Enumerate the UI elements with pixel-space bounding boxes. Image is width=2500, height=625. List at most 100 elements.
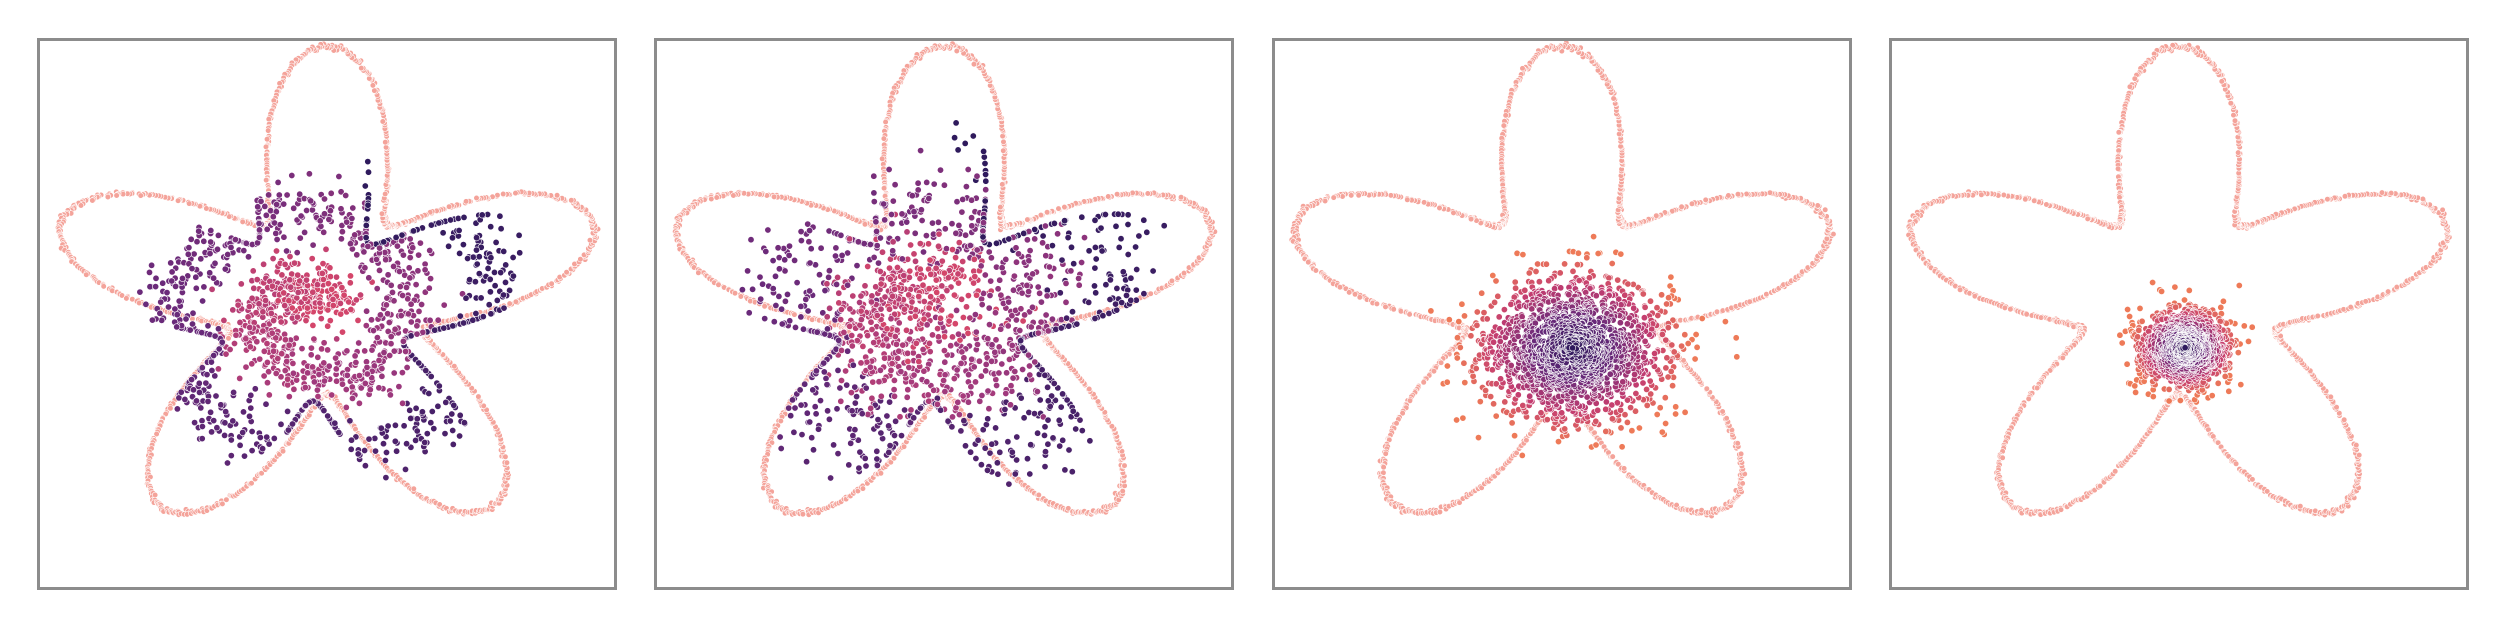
cloud-point <box>199 297 207 305</box>
cloud-point <box>1002 255 1010 263</box>
cloud-point <box>376 311 384 319</box>
cloud-point <box>378 372 386 380</box>
cloud-point <box>427 275 435 283</box>
cloud-point <box>230 388 238 396</box>
cloud-point <box>475 253 483 261</box>
cloud-point <box>873 227 881 235</box>
cloud-point <box>940 333 948 341</box>
boundary-point <box>861 221 869 228</box>
cloud-point <box>198 417 206 425</box>
cloud-point <box>309 363 317 371</box>
cloud-point <box>425 389 433 397</box>
cloud-point <box>1105 309 1113 317</box>
cloud-point <box>1070 260 1078 268</box>
cloud-point <box>1124 221 1132 229</box>
cloud-point <box>914 186 922 194</box>
cloud-point <box>928 219 936 227</box>
cloud-point <box>427 372 435 380</box>
boundary-point <box>264 136 271 143</box>
cloud-point <box>1012 244 1020 252</box>
cloud-point <box>1001 405 1009 413</box>
cloud-point <box>287 283 295 291</box>
cloud-point <box>842 367 850 375</box>
cloud-point <box>414 267 422 275</box>
cloud-point <box>281 260 289 268</box>
cloud-point <box>173 323 181 331</box>
cloud-point <box>262 400 270 408</box>
cloud-point <box>318 345 326 353</box>
cloud-point <box>1140 216 1148 224</box>
cloud-point <box>399 399 407 407</box>
cloud-point <box>982 186 990 194</box>
cloud-point <box>387 281 395 289</box>
cloud-point <box>441 430 449 438</box>
boundary-point <box>371 87 378 94</box>
boundary-point <box>512 298 520 305</box>
cloud-point <box>930 180 938 188</box>
cloud-point <box>204 322 212 330</box>
plot-area-2 <box>672 41 1218 518</box>
cloud-point <box>998 360 1006 368</box>
boundary-point <box>104 193 111 201</box>
cloud-point <box>365 274 373 282</box>
cloud-point <box>431 326 439 334</box>
cloud-point <box>251 385 259 393</box>
cloud-point <box>477 294 485 302</box>
cloud-point <box>887 366 895 374</box>
cloud-point <box>791 256 799 264</box>
cloud-point <box>426 247 434 255</box>
cloud-point <box>265 191 273 199</box>
cloud-point <box>1017 394 1025 402</box>
cloud-point <box>747 236 755 244</box>
cloud-point <box>801 380 809 388</box>
cloud-point <box>993 459 1001 467</box>
boundary-point <box>279 448 287 455</box>
cloud-point <box>1143 228 1151 236</box>
cloud-point <box>966 412 974 420</box>
cloud-point <box>218 338 226 346</box>
cloud-point <box>876 366 884 374</box>
cloud-point <box>869 378 877 386</box>
cloud-point <box>413 427 421 435</box>
cloud-point <box>328 285 336 293</box>
cloud-point <box>1113 306 1121 314</box>
cloud-point <box>859 342 867 350</box>
cloud-point <box>1099 312 1107 320</box>
cloud-point <box>371 447 379 455</box>
cloud-point <box>808 434 816 442</box>
cloud-point <box>324 322 332 330</box>
cloud-point <box>285 393 293 401</box>
cloud-point <box>406 235 414 243</box>
boundary-point <box>877 470 884 477</box>
cloud-point <box>355 372 363 380</box>
cloud-point <box>361 446 369 454</box>
cloud-point <box>459 241 467 249</box>
cloud-point <box>309 321 317 329</box>
cloud-point <box>849 432 857 440</box>
cloud-point <box>1058 256 1066 264</box>
cloud-point <box>958 208 966 216</box>
cloud-point <box>329 295 337 303</box>
cloud-point <box>460 419 468 427</box>
cloud-point <box>924 391 932 399</box>
cloud-point <box>343 218 351 226</box>
cloud-point <box>320 228 328 236</box>
cloud-point <box>332 273 340 281</box>
boundary-point <box>263 177 270 184</box>
boundary-point <box>137 192 144 199</box>
cloud-point <box>272 334 280 342</box>
cloud-point <box>448 234 456 242</box>
cloud-point <box>265 440 273 448</box>
cloud-point <box>442 398 450 406</box>
cloud-point <box>376 244 384 252</box>
cloud-point <box>324 412 332 420</box>
cloud-point <box>787 412 795 420</box>
cloud-point <box>446 216 454 224</box>
cloud-point <box>919 248 927 256</box>
boundary-point <box>475 393 482 400</box>
cloud-point <box>1012 258 1020 266</box>
cloud-point <box>910 250 918 258</box>
cloud-point <box>1091 216 1099 224</box>
cloud-point <box>234 301 242 309</box>
cloud-point <box>187 235 195 243</box>
